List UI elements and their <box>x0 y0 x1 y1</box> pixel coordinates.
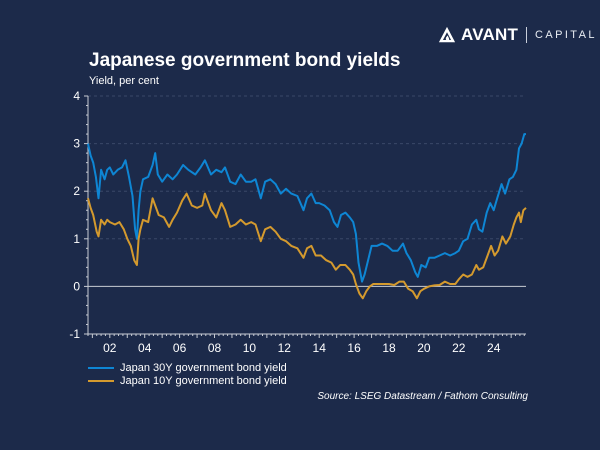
series-line-30y <box>87 133 526 283</box>
x-tick-label: 10 <box>243 341 257 355</box>
legend-swatch-30y <box>88 366 114 369</box>
chart-subtitle: Yield, per cent <box>89 75 159 87</box>
axes <box>84 95 526 338</box>
x-tick-label: 12 <box>278 341 292 355</box>
x-tick-label: 06 <box>173 341 187 355</box>
series-line-10y <box>87 192 527 300</box>
legend-label-30y: Japan 30Y government bond yield <box>120 361 287 374</box>
x-tick-label: 16 <box>347 341 361 355</box>
avant-logo-mark-icon <box>438 26 456 43</box>
y-tick-label: 3 <box>73 137 80 151</box>
x-tick-label: 02 <box>103 341 117 355</box>
y-tick-label: 4 <box>73 89 80 103</box>
y-tick-label: 0 <box>73 279 80 293</box>
legend-item-10y: Japan 10Y government bond yield <box>88 374 287 387</box>
series-lines <box>87 133 527 300</box>
legend-item-30y: Japan 30Y government bond yield <box>88 361 287 374</box>
gridlines <box>88 95 526 240</box>
chart-title: Japanese government bond yields <box>89 50 401 71</box>
x-tick-label: 20 <box>417 341 431 355</box>
brand-divider <box>526 27 528 43</box>
x-tick-label: 18 <box>382 341 396 355</box>
y-tick-label: -1 <box>69 327 80 341</box>
source-note: Source: LSEG Datastream / Fathom Consult… <box>317 391 528 402</box>
y-tick-label: 2 <box>73 184 80 198</box>
legend-label-10y: Japan 10Y government bond yield <box>120 374 287 387</box>
y-tick-label: 1 <box>73 232 80 246</box>
legend: Japan 30Y government bond yield Japan 10… <box>88 361 287 387</box>
x-tick-label: 08 <box>208 341 222 355</box>
x-tick-label: 14 <box>313 341 327 355</box>
legend-swatch-10y <box>88 379 114 382</box>
brand-sub: CAPITAL <box>535 29 597 41</box>
brand-name: AVANT <box>461 25 519 44</box>
brand-logo: AVANT CAPITAL <box>438 24 597 46</box>
x-tick-label: 24 <box>487 341 501 355</box>
x-tick-label: 04 <box>138 341 152 355</box>
x-tick-label: 22 <box>452 341 466 355</box>
